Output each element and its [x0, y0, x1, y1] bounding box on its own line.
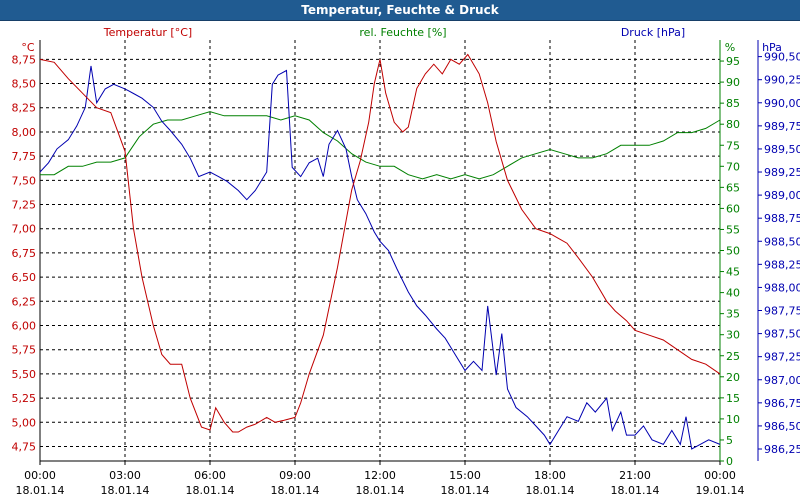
unit-label-temperature: °C — [21, 41, 35, 54]
tick-label-humidity: 20 — [726, 371, 740, 384]
tick-label-temperature: 7,25 — [12, 199, 37, 212]
tick-label-humidity: 55 — [726, 223, 740, 236]
tick-label-date: 18.01.14 — [101, 484, 150, 497]
series-lines — [39, 53, 721, 450]
chart-title: Temperatur, Feuchte & Druck — [0, 0, 800, 21]
grid — [40, 40, 720, 461]
tick-label-time: 09:00 — [279, 469, 311, 482]
tick-label-temperature: 5,50 — [12, 368, 37, 381]
tick-label-humidity: 85 — [726, 97, 740, 110]
tick-label-humidity: 5 — [726, 434, 733, 447]
tick-label-pressure: 986,50 — [764, 420, 800, 433]
tick-label-temperature: 5,00 — [12, 416, 37, 429]
tick-label-temperature: 5,75 — [12, 344, 37, 357]
tick-label-humidity: 90 — [726, 76, 740, 89]
tick-label-time: 03:00 — [109, 469, 141, 482]
tick-label-humidity: 10 — [726, 413, 740, 426]
tick-label-temperature: 6,25 — [12, 295, 37, 308]
series-line-temperature — [39, 53, 721, 433]
tick-label-pressure: 989,50 — [764, 143, 800, 156]
tick-label-time: 00:00 — [24, 469, 56, 482]
tick-label-pressure: 987,00 — [764, 374, 800, 387]
tick-label-temperature: 7,50 — [12, 174, 37, 187]
tick-label-date: 18.01.14 — [16, 484, 65, 497]
tick-label-pressure: 988,00 — [764, 281, 800, 294]
tick-label-pressure: 989,75 — [764, 120, 800, 133]
tick-label-humidity: 50 — [726, 245, 740, 258]
tick-labels: 4,75 5,00 5,25 5,50 5,75 6,00 6,25 6,50 6,75 7,00… — [12, 51, 800, 497]
tick-label-date: 18.01.14 — [271, 484, 320, 497]
tick-label-pressure: 990,00 — [764, 97, 800, 110]
tick-label-date: 18.01.14 — [526, 484, 575, 497]
tick-label-temperature: 6,50 — [12, 271, 37, 284]
legend-humidity: rel. Feuchte [%] — [359, 26, 446, 39]
tick-label-temperature: 6,00 — [12, 320, 37, 333]
unit-label-pressure: hPa — [762, 41, 782, 54]
tick-label-pressure: 989,25 — [764, 166, 800, 179]
tick-label-temperature: 8,25 — [12, 102, 37, 115]
tick-label-pressure: 987,25 — [764, 351, 800, 364]
tick-label-pressure: 986,25 — [764, 443, 800, 456]
tick-label-date: 18.01.14 — [356, 484, 405, 497]
tick-label-humidity: 0 — [726, 455, 733, 468]
chart-canvas: 4,75 5,00 5,25 5,50 5,75 6,00 6,25 6,50 6,75 7,00… — [12, 26, 800, 497]
tick-label-humidity: 45 — [726, 266, 740, 279]
tick-label-temperature: 8,50 — [12, 78, 37, 91]
tick-label-temperature: 8,00 — [12, 126, 37, 139]
tick-label-temperature: 6,75 — [12, 247, 37, 260]
tick-label-humidity: 70 — [726, 160, 740, 173]
tick-label-pressure: 986,75 — [764, 397, 800, 410]
tick-label-pressure: 990,50 — [764, 51, 800, 64]
unit-label-humidity: % — [725, 41, 735, 54]
tick-label-temperature: 7,00 — [12, 223, 37, 236]
tick-label-pressure: 987,50 — [764, 328, 800, 341]
tick-label-time: 21:00 — [619, 469, 651, 482]
tick-label-humidity: 40 — [726, 287, 740, 300]
series-line-humidity — [40, 111, 721, 180]
tick-label-humidity: 25 — [726, 350, 740, 363]
tick-label-humidity: 95 — [726, 55, 740, 68]
series-line-pressure — [39, 65, 721, 450]
tick-label-temperature: 8,75 — [12, 53, 37, 66]
tick-label-temperature: 7,75 — [12, 150, 37, 163]
legend-temperature: Temperatur [°C] — [103, 26, 192, 39]
tick-label-temperature: 5,25 — [12, 392, 37, 405]
tick-label-time: 15:00 — [449, 469, 481, 482]
tick-label-time: 00:00 — [704, 469, 736, 482]
tick-label-pressure: 988,75 — [764, 212, 800, 225]
tick-label-date: 18.01.14 — [611, 484, 660, 497]
tick-label-date: 18.01.14 — [186, 484, 235, 497]
tick-label-time: 12:00 — [364, 469, 396, 482]
tick-label-time: 18:00 — [534, 469, 566, 482]
tick-label-humidity: 65 — [726, 181, 740, 194]
tick-label-pressure: 989,00 — [764, 189, 800, 202]
tick-label-pressure: 987,75 — [764, 305, 800, 318]
tick-label-pressure: 990,25 — [764, 74, 800, 87]
tick-label-humidity: 30 — [726, 329, 740, 342]
tick-label-date: 18.01.14 — [441, 484, 490, 497]
tick-label-pressure: 988,50 — [764, 235, 800, 248]
tick-label-time: 06:00 — [194, 469, 226, 482]
tick-label-humidity: 80 — [726, 118, 740, 131]
axes — [39, 40, 762, 465]
tick-label-humidity: 35 — [726, 308, 740, 321]
tick-label-humidity: 60 — [726, 202, 740, 215]
legend-pressure: Druck [hPa] — [621, 26, 685, 39]
tick-label-pressure: 988,25 — [764, 258, 800, 271]
tick-label-humidity: 75 — [726, 139, 740, 152]
tick-label-date: 19.01.14 — [696, 484, 745, 497]
tick-label-temperature: 4,75 — [12, 440, 37, 453]
tick-label-humidity: 15 — [726, 392, 740, 405]
